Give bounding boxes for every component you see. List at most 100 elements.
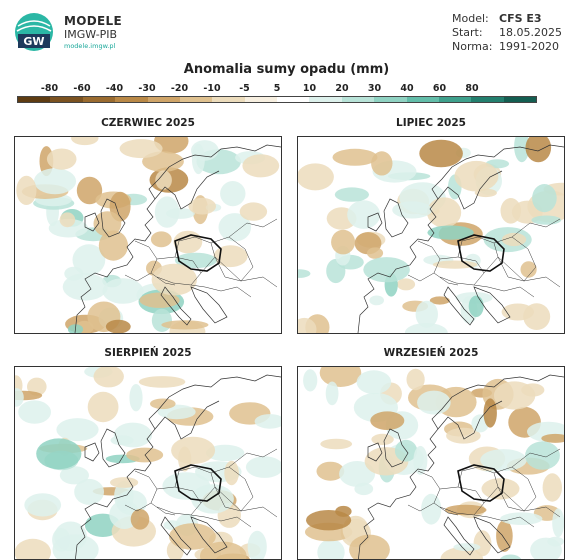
imgw-logo: GW MODELE IMGW-PIB modele.imgw.pl bbox=[14, 12, 124, 52]
anomaly-patch bbox=[334, 187, 369, 202]
anomaly-patch bbox=[87, 391, 119, 423]
anomaly-patch bbox=[56, 418, 99, 442]
colorbar-cell bbox=[50, 97, 83, 102]
country-border bbox=[473, 514, 535, 528]
map-outlines bbox=[357, 144, 564, 333]
anomaly-patch bbox=[547, 536, 564, 547]
map-june-svg bbox=[16, 137, 281, 333]
anomaly-patch bbox=[173, 230, 203, 254]
anomaly-patch bbox=[154, 137, 189, 154]
country-border bbox=[228, 448, 278, 468]
country-border bbox=[433, 272, 459, 286]
coastline bbox=[357, 144, 564, 333]
colorbar-cell bbox=[82, 97, 116, 102]
anomaly-patch bbox=[151, 263, 197, 296]
country-border bbox=[214, 486, 278, 518]
anomaly-patch bbox=[36, 438, 82, 470]
anomaly-patch bbox=[413, 445, 428, 475]
anomaly-patch bbox=[245, 456, 281, 478]
colorbar-tick-label: 40 bbox=[400, 83, 414, 94]
meta-start: Start: 18.05.2025 bbox=[452, 26, 562, 40]
anomaly-patch bbox=[188, 197, 216, 215]
anomaly-patch bbox=[525, 137, 552, 163]
anomaly-patch bbox=[174, 252, 217, 269]
anomaly-patch bbox=[427, 197, 462, 228]
anomaly-patch bbox=[432, 260, 478, 269]
anomaly-patch bbox=[150, 398, 176, 410]
anomaly-patch bbox=[16, 175, 37, 205]
poland-border bbox=[457, 464, 505, 502]
map-outlines bbox=[75, 374, 281, 559]
poland-border bbox=[457, 234, 505, 272]
anomaly-patch bbox=[319, 367, 362, 387]
anomaly-patch bbox=[325, 381, 339, 406]
map-outlines bbox=[74, 144, 281, 333]
anomaly-patch bbox=[354, 482, 374, 496]
anomaly-patch bbox=[363, 257, 410, 283]
anomaly-patch bbox=[98, 230, 128, 261]
anomaly-patch bbox=[15, 388, 24, 407]
country-border bbox=[150, 502, 176, 516]
anomaly-patch bbox=[138, 376, 186, 388]
coastline bbox=[74, 144, 281, 333]
colorbar-tick-label: 60 bbox=[432, 83, 447, 94]
anomaly-patch bbox=[224, 460, 239, 486]
anomaly-patch bbox=[213, 245, 248, 268]
anomaly-patch bbox=[404, 323, 448, 333]
anomaly-patch bbox=[473, 530, 492, 557]
country-border bbox=[497, 256, 561, 288]
anomaly-patch bbox=[171, 436, 216, 465]
anomaly-patch bbox=[200, 541, 247, 559]
colorbar-cell bbox=[179, 97, 213, 102]
country-border bbox=[228, 218, 278, 238]
anomaly-patch bbox=[239, 202, 268, 221]
colorbar-cell bbox=[244, 97, 277, 102]
coastline bbox=[473, 516, 511, 554]
coastline bbox=[443, 516, 475, 556]
anomaly-patch bbox=[320, 438, 353, 450]
map-july bbox=[297, 136, 565, 334]
anomaly-patch bbox=[317, 539, 345, 559]
anomaly-patch bbox=[421, 493, 442, 525]
coastline bbox=[160, 516, 192, 556]
anomaly-patch bbox=[205, 444, 245, 462]
country-border bbox=[407, 240, 441, 282]
map-title-september: WRZESIEŃ 2025 bbox=[383, 347, 479, 359]
colorbar-tick-label: 80 bbox=[465, 83, 479, 94]
meta-model: Model: CFS E3 bbox=[452, 12, 562, 26]
coastline bbox=[473, 286, 511, 324]
colorbar-cell bbox=[438, 97, 472, 102]
anomaly-patch bbox=[254, 414, 281, 429]
coastline bbox=[190, 516, 228, 554]
country-border bbox=[174, 466, 216, 504]
anomaly-patch bbox=[496, 520, 513, 552]
anomaly-patch bbox=[520, 261, 537, 278]
anomaly-patch bbox=[18, 400, 51, 424]
anomaly-patch bbox=[419, 139, 463, 168]
coastline bbox=[154, 400, 220, 440]
anomaly-patch bbox=[71, 137, 99, 146]
anomaly-patch bbox=[316, 461, 345, 481]
anomaly-patch bbox=[552, 508, 564, 538]
logo-subtitle: IMGW-PIB bbox=[64, 28, 118, 41]
map-june bbox=[14, 136, 282, 334]
anomaly-patch bbox=[446, 427, 481, 444]
meta-norm-value: 1991-2020 bbox=[499, 40, 559, 53]
anomaly-patch bbox=[74, 478, 104, 505]
colorbar-cell bbox=[471, 97, 504, 102]
colorbar-cell bbox=[503, 97, 536, 102]
anomaly-patch bbox=[62, 273, 108, 301]
anomaly-patch bbox=[493, 381, 536, 410]
country-border bbox=[214, 256, 278, 288]
anomaly-patch bbox=[151, 308, 172, 332]
coastline bbox=[443, 286, 475, 326]
colorbar-cell bbox=[115, 97, 148, 102]
anomaly-patch bbox=[453, 543, 481, 552]
anomaly-patch bbox=[102, 278, 144, 304]
anomaly-patch bbox=[429, 296, 450, 305]
anomaly-patch bbox=[191, 143, 205, 175]
anomaly-patch bbox=[500, 554, 522, 559]
colorbar-tick-label: -60 bbox=[73, 83, 91, 94]
country-border bbox=[150, 272, 176, 286]
map-august-svg bbox=[15, 367, 281, 559]
